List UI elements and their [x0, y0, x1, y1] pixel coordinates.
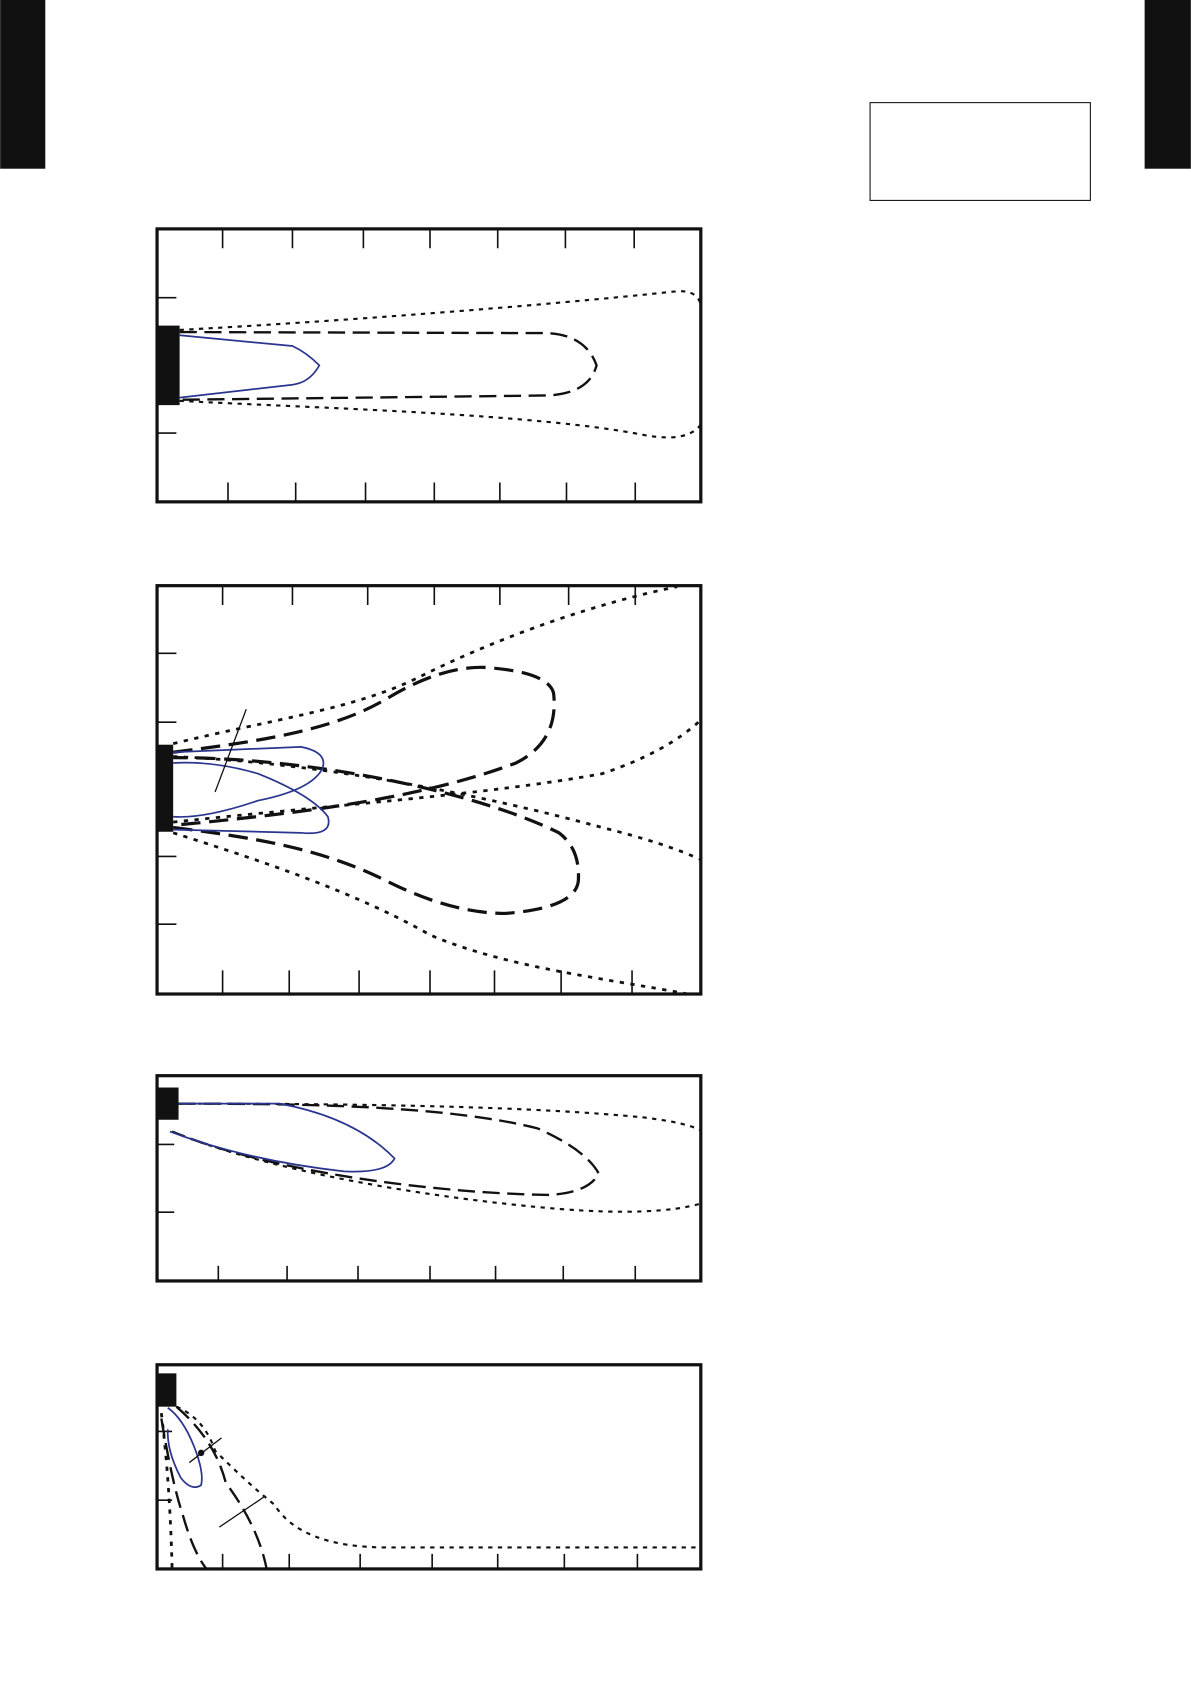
leader-line [219, 1495, 266, 1528]
frame [155, 1363, 703, 1571]
ticks [157, 228, 637, 502]
airflow-diagram-1 [155, 227, 703, 504]
ticks [157, 1143, 637, 1281]
airflow-diagram-2 [155, 584, 703, 996]
frame [155, 227, 703, 504]
airflow-diagram-3 [155, 1074, 703, 1283]
leader-line [188, 1437, 222, 1464]
middle-flow [160, 1405, 268, 1570]
ticks [157, 585, 637, 995]
outer-flow [171, 1102, 702, 1213]
inner-flow [169, 1102, 396, 1173]
outer-flow [179, 290, 702, 439]
inner-flow [179, 334, 321, 399]
marker [197, 1449, 205, 1457]
page-tab-right [1144, 0, 1191, 169]
frame [155, 1074, 703, 1283]
outer-flow [172, 585, 702, 996]
unit [157, 744, 174, 832]
unit [157, 325, 180, 406]
page-tab-left [0, 0, 46, 169]
ticks [157, 1430, 639, 1569]
unit [157, 1373, 177, 1407]
label-box [869, 102, 1091, 201]
middle-flow [172, 665, 581, 916]
inner-flow [173, 745, 330, 835]
unit [157, 1087, 179, 1120]
outer-flow [175, 1405, 701, 1549]
leader-line [214, 709, 247, 793]
inner-flow [166, 1407, 203, 1488]
near-flow [159, 1412, 174, 1569]
middle-flow [179, 330, 598, 401]
airflow-diagram-4 [155, 1363, 703, 1571]
middle-flow [171, 1102, 601, 1197]
